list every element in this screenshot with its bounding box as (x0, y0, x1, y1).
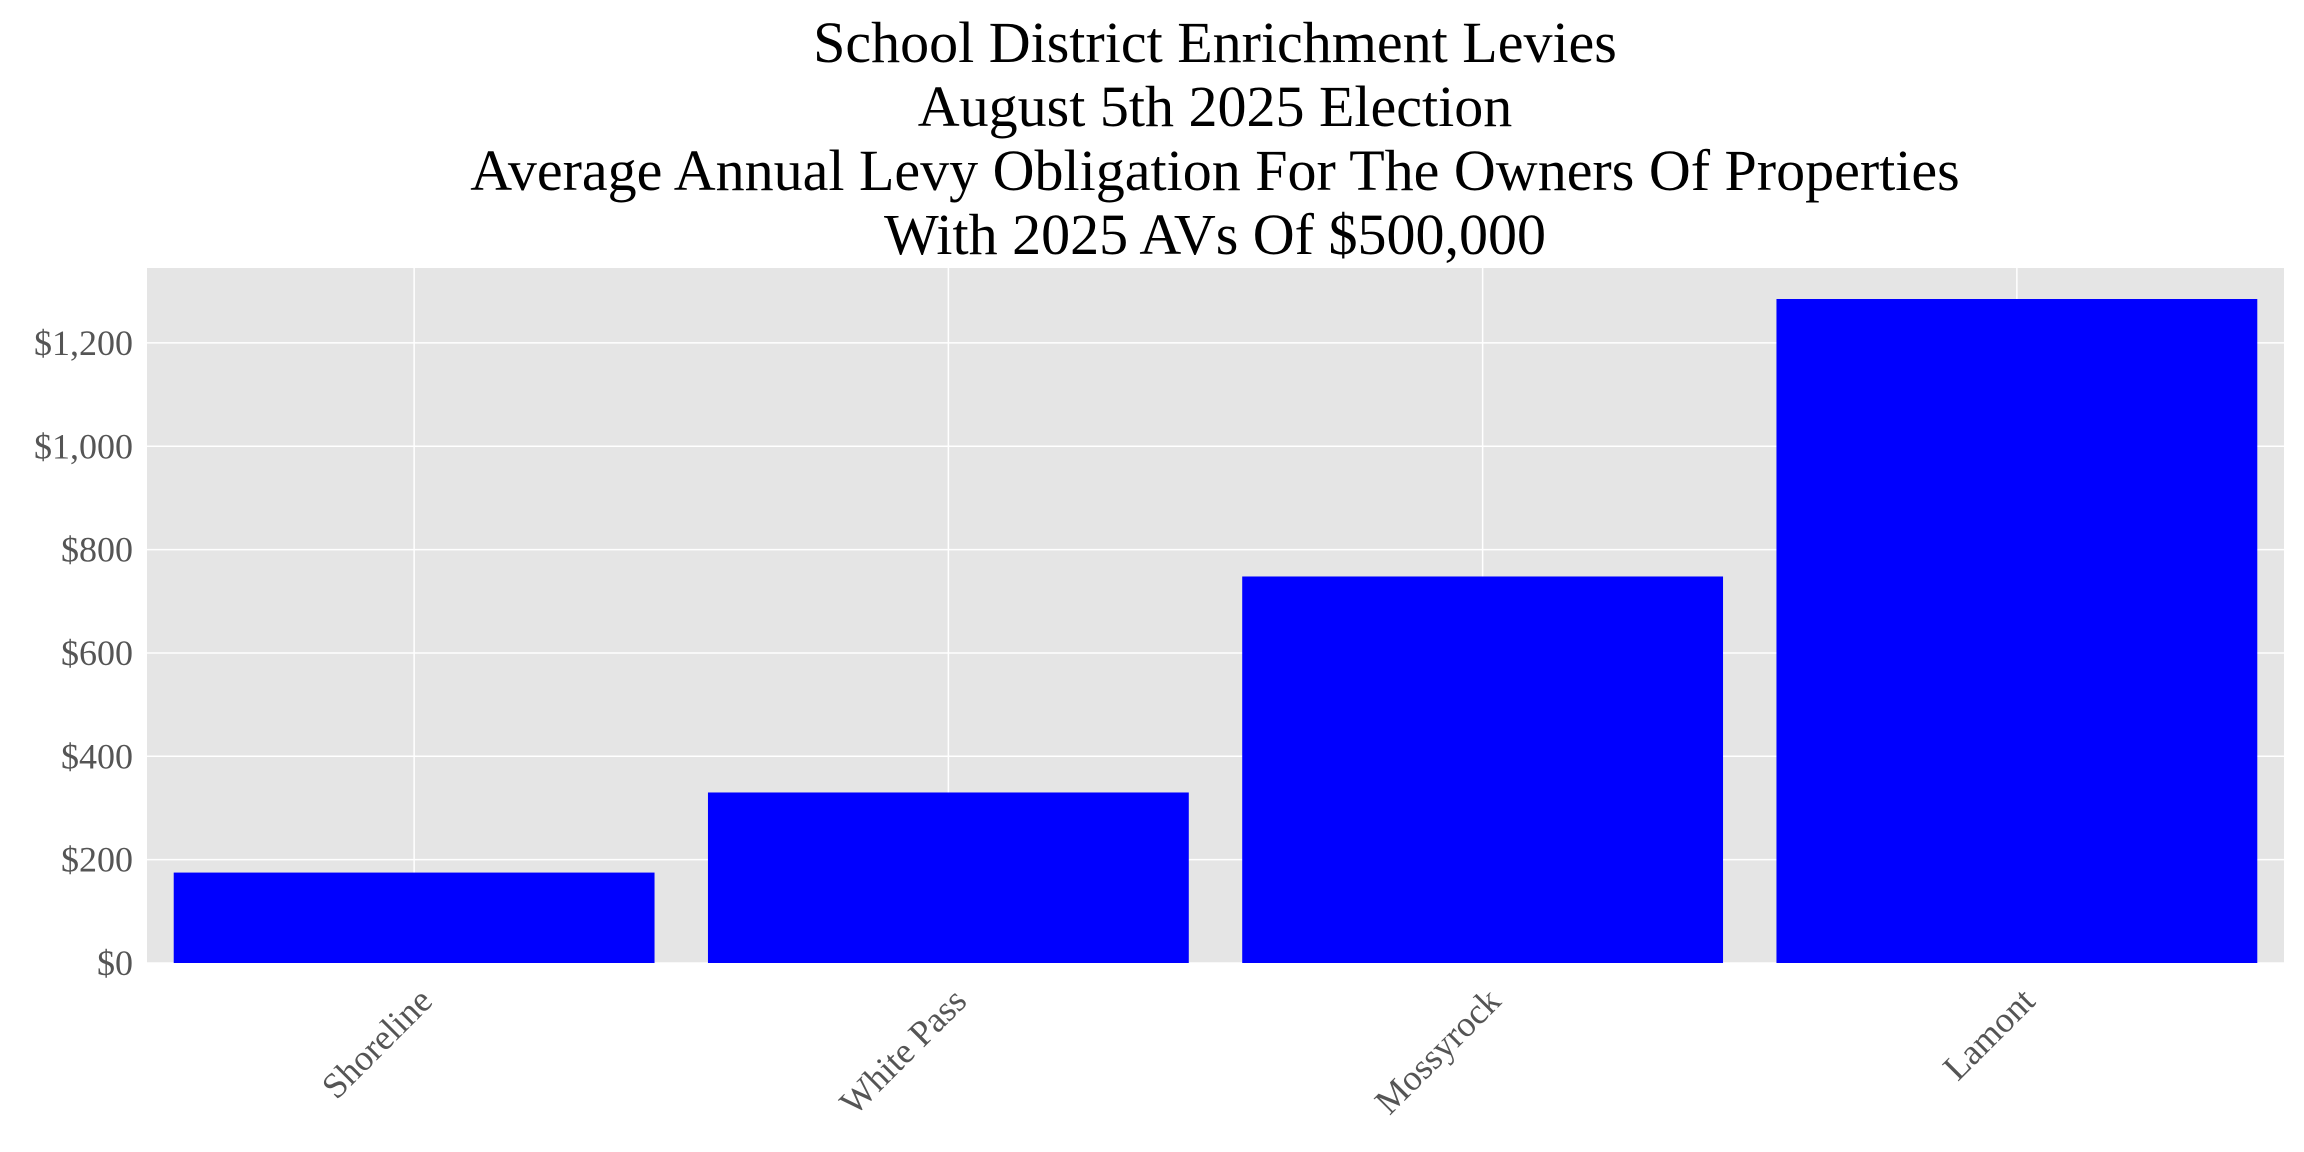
chart-title: School District Enrichment Levies August… (470, 10, 1959, 267)
y-tick-label: $600 (61, 633, 133, 673)
bar-lamont (1776, 299, 2258, 963)
y-axis-ticks: $0 $200 $400 $600 $800 $1,000 $1,200 (34, 323, 133, 983)
bar-shoreline (173, 872, 655, 963)
x-tick-label: Lamont (1935, 980, 2042, 1087)
x-tick-label: Shoreline (314, 980, 440, 1106)
y-tick-label: $1,000 (34, 426, 133, 466)
chart-title-line-3: Average Annual Levy Obligation For The O… (470, 138, 1959, 203)
x-tick-label: Mossyrock (1367, 980, 1508, 1121)
y-tick-label: $0 (97, 943, 133, 983)
bar-white-pass (707, 792, 1189, 963)
x-tick-label: White Pass (832, 980, 974, 1122)
bars (173, 299, 2258, 963)
chart-title-line-4: With 2025 AVs Of $500,000 (884, 202, 1546, 267)
chart-title-line-2: August 5th 2025 Election (918, 74, 1512, 139)
y-tick-label: $800 (61, 530, 133, 570)
chart-title-line-1: School District Enrichment Levies (813, 10, 1617, 75)
x-axis-ticks: Shoreline White Pass Mossyrock Lamont (314, 980, 2043, 1122)
y-tick-label: $400 (61, 736, 133, 776)
y-tick-label: $1,200 (34, 323, 133, 363)
bar-mossyrock (1242, 576, 1724, 963)
y-tick-label: $200 (61, 840, 133, 880)
